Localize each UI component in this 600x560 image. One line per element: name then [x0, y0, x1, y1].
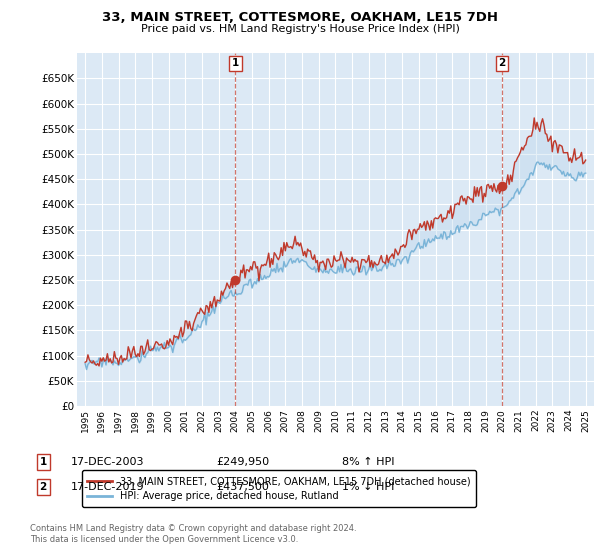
- Text: 17-DEC-2019: 17-DEC-2019: [71, 482, 145, 492]
- Text: 2: 2: [499, 58, 506, 68]
- Text: Contains HM Land Registry data © Crown copyright and database right 2024.
This d: Contains HM Land Registry data © Crown c…: [30, 524, 356, 544]
- Text: 17-DEC-2003: 17-DEC-2003: [71, 457, 145, 467]
- Text: 1% ↓ HPI: 1% ↓ HPI: [342, 482, 394, 492]
- Text: 1: 1: [40, 457, 47, 467]
- Text: 33, MAIN STREET, COTTESMORE, OAKHAM, LE15 7DH: 33, MAIN STREET, COTTESMORE, OAKHAM, LE1…: [102, 11, 498, 24]
- Text: £249,950: £249,950: [216, 457, 269, 467]
- Text: 1: 1: [232, 58, 239, 68]
- Text: Price paid vs. HM Land Registry's House Price Index (HPI): Price paid vs. HM Land Registry's House …: [140, 24, 460, 34]
- Text: 8% ↑ HPI: 8% ↑ HPI: [342, 457, 395, 467]
- Text: 2: 2: [40, 482, 47, 492]
- Legend: 33, MAIN STREET, COTTESMORE, OAKHAM, LE15 7DH (detached house), HPI: Average pri: 33, MAIN STREET, COTTESMORE, OAKHAM, LE1…: [82, 470, 476, 507]
- Text: £437,500: £437,500: [216, 482, 269, 492]
